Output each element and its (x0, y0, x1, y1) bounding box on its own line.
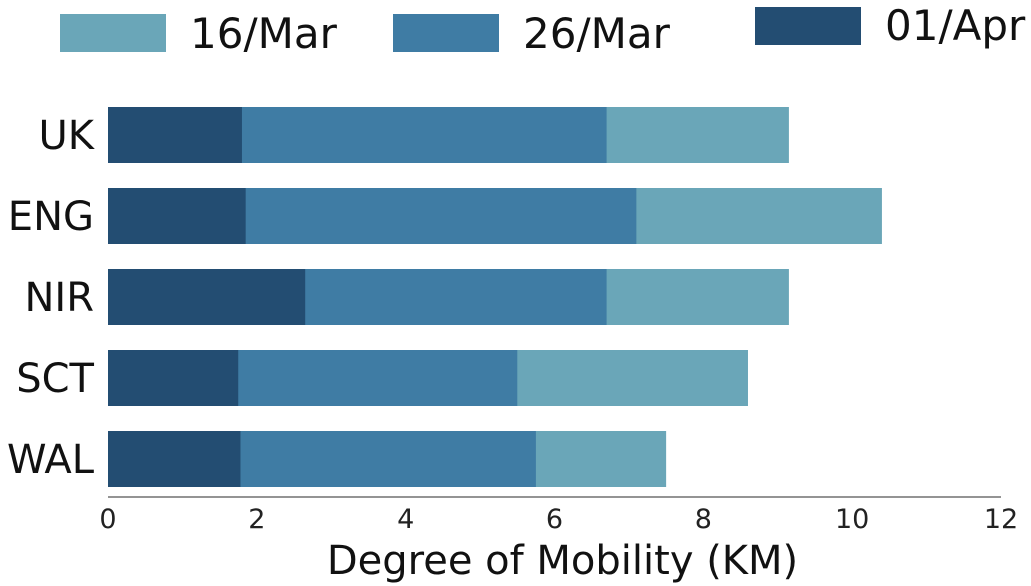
chart-legend: 16/Mar 26/Mar 01/Apr (0, 1, 1031, 64)
category-label-uk: UK (38, 113, 95, 159)
category-label-nir: NIR (24, 275, 94, 321)
x-tick-label-6: 6 (546, 504, 563, 535)
bar-sct-01-apr (108, 350, 239, 406)
x-axis-title: Degree of Mobility (KM) (327, 538, 798, 584)
legend-swatch-26-mar (393, 14, 499, 52)
x-tick-label-8: 8 (695, 504, 712, 535)
legend-label-16-mar: 16/Mar (190, 9, 337, 58)
x-tick-label-0: 0 (99, 504, 116, 535)
legend-swatch-16-mar (60, 14, 166, 52)
category-label-sct: SCT (16, 356, 94, 402)
bar-eng-01-apr (108, 188, 246, 244)
legend-swatch-01-apr (755, 7, 861, 45)
x-tick-label-2: 2 (248, 504, 265, 535)
legend-label-01-apr: 01/Apr (885, 1, 1026, 50)
legend-label-26-mar: 26/Mar (523, 9, 670, 58)
x-tick-label-12: 12 (984, 504, 1018, 535)
category-label-wal: WAL (7, 437, 95, 483)
x-tick-label-4: 4 (397, 504, 414, 535)
bar-uk-01-apr (108, 107, 242, 163)
bar-wal-01-apr (108, 431, 241, 487)
bar-nir-01-apr (108, 269, 306, 325)
category-label-eng: ENG (8, 194, 94, 240)
x-tick-label-10: 10 (835, 504, 869, 535)
